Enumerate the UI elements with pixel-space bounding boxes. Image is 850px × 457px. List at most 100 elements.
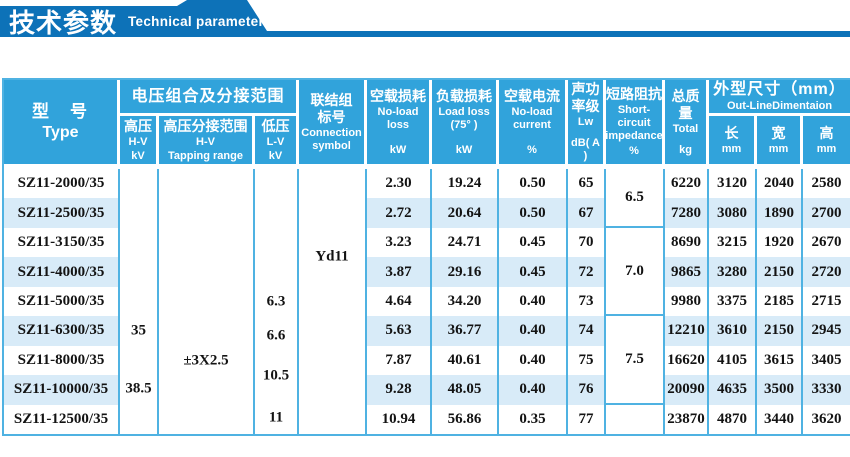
cell-sound-level: 67	[568, 198, 607, 228]
header-load-loss: 负载损耗 Load loss (75° ) kW	[432, 80, 500, 169]
cell-sound-level: 72	[568, 257, 607, 287]
header-total-mass: 总质量 Total kg	[665, 80, 710, 169]
banner-title-zh: 技术参数	[9, 8, 118, 38]
lv-voltage-column: 6.3 6.6 10.5 11	[255, 169, 300, 434]
cell-total-mass: 23870	[665, 404, 710, 434]
cell-width: 2185	[757, 286, 804, 317]
hv-value: 38.5	[125, 380, 152, 397]
technical-parameter-table: 型 号 Type 电压组合及分接范围 联结组 标号 Connection sym…	[2, 78, 850, 436]
cell-no-load-current: 0.35	[499, 404, 569, 434]
header-lv: 低压 L-V kV	[255, 116, 300, 169]
connection-symbol-value: Yd11	[315, 248, 349, 265]
cell-total-mass: 9865	[665, 257, 710, 287]
cell-no-load-loss: 3.87	[367, 257, 433, 287]
header-height: 高 mm	[803, 116, 850, 169]
cell-model: SZ11-12500/35	[4, 404, 120, 434]
cell-total-mass: 9980	[665, 286, 710, 317]
cell-impedance	[606, 404, 666, 434]
cell-height: 2945	[803, 316, 850, 346]
cell-height: 2670	[803, 227, 850, 258]
cell-sound-level: 73	[568, 286, 607, 317]
cell-total-mass: 8690	[665, 227, 710, 258]
cell-load-loss: 48.05	[432, 375, 500, 405]
cell-no-load-loss: 3.23	[367, 227, 433, 258]
cell-length: 4635	[709, 375, 758, 405]
cell-width: 2150	[757, 316, 804, 346]
header-voltage-group: 电压组合及分接范围	[120, 80, 300, 116]
cell-height: 2715	[803, 286, 850, 317]
cell-no-load-current: 0.40	[499, 316, 569, 346]
cell-load-loss: 56.86	[432, 404, 500, 434]
cell-height: 3405	[803, 345, 850, 376]
cell-length: 4870	[709, 404, 758, 434]
table-row: SZ11-6300/35 5.63 36.77 0.40 74 7.5 1221…	[4, 316, 850, 405]
cell-length: 4105	[709, 345, 758, 376]
cell-sound-level: 76	[568, 375, 607, 405]
cell-model: SZ11-3150/35	[4, 227, 120, 258]
cell-total-mass: 16620	[665, 345, 710, 376]
header-tapping-range: 高压分接范围 H-V Tapping range	[159, 116, 255, 169]
cell-no-load-loss: 2.30	[367, 169, 433, 199]
cell-height: 2580	[803, 169, 850, 199]
tapping-range-column: ±3X2.5	[159, 169, 255, 434]
cell-total-mass: 6220	[665, 169, 710, 199]
cell-no-load-current: 0.40	[499, 375, 569, 405]
header-width: 宽 mm	[757, 116, 804, 169]
header-sound-power-level: 声功率级 Lw dB( A )	[568, 80, 607, 169]
cell-impedance: 6.5	[606, 169, 666, 228]
table-row: SZ11-3150/35 3.23 24.71 0.45 70 7.0 8690…	[4, 227, 850, 317]
cell-length: 3280	[709, 257, 758, 287]
header-no-load-loss: 空载损耗 No-load loss kW	[367, 80, 433, 169]
cell-model: SZ11-8000/35	[4, 345, 120, 376]
cell-length: 3215	[709, 227, 758, 258]
cell-no-load-loss: 10.94	[367, 404, 433, 434]
cell-model: SZ11-6300/35	[4, 316, 120, 346]
cell-no-load-loss: 9.28	[367, 375, 433, 405]
cell-load-loss: 29.16	[432, 257, 500, 287]
cell-length: 3610	[709, 316, 758, 346]
cell-width: 2040	[757, 169, 804, 199]
header-short-circuit-impedance: 短路阻抗 Short-circuit impedance %	[605, 80, 666, 169]
cell-sound-level: 77	[568, 404, 607, 434]
banner: 技术参数 Technical parameter	[0, 0, 850, 38]
cell-load-loss: 34.20	[432, 286, 500, 317]
banner-title-en: Technical parameter	[128, 14, 265, 29]
table-row: SZ11-2000/35 35 38.5 ±3X2.5 6.3 6.6 10.5…	[4, 169, 850, 434]
cell-load-loss: 20.64	[432, 198, 500, 228]
cell-no-load-loss: 7.87	[367, 345, 433, 376]
cell-width: 3615	[757, 345, 804, 376]
cell-load-loss: 36.77	[432, 316, 500, 346]
cell-load-loss: 24.71	[432, 227, 500, 258]
cell-total-mass: 7280	[665, 198, 710, 228]
cell-model: SZ11-2500/35	[4, 198, 120, 228]
cell-height: 2720	[803, 257, 850, 287]
connection-symbol-column: Yd11	[299, 169, 368, 434]
cell-width: 1920	[757, 227, 804, 258]
cell-total-mass: 20090	[665, 375, 710, 405]
cell-width: 1890	[757, 198, 804, 228]
table-row: SZ11-5000/35 4.64 34.20 0.40 73 9980 337…	[4, 286, 850, 317]
cell-model: SZ11-10000/35	[4, 375, 120, 405]
lv-value: 6.3	[266, 293, 286, 310]
table-row: SZ11-4000/35 3.87 29.16 0.45 72 9865 328…	[4, 257, 850, 287]
hv-voltage-column: 35 38.5	[120, 169, 159, 434]
cell-impedance: 7.5	[606, 316, 666, 405]
cell-no-load-loss: 5.63	[367, 316, 433, 346]
table-row: SZ11-2500/35 2.72 20.64 0.50 67 7280 308…	[4, 198, 850, 228]
cell-width: 2150	[757, 257, 804, 287]
cell-height: 2700	[803, 198, 850, 228]
lv-value: 6.6	[266, 327, 286, 344]
cell-model: SZ11-2000/35	[4, 169, 120, 199]
cell-model: SZ11-4000/35	[4, 257, 120, 287]
cell-model: SZ11-5000/35	[4, 286, 120, 317]
cell-total-mass: 12210	[665, 316, 710, 346]
table-row: SZ11-8000/35 7.87 40.61 0.40 75 16620 41…	[4, 345, 850, 376]
cell-no-load-loss: 2.72	[367, 198, 433, 228]
header-type: 型 号 Type	[4, 80, 120, 169]
cell-width: 3500	[757, 375, 804, 405]
header-no-load-current: 空载电流 No-load current %	[499, 80, 569, 169]
cell-no-load-current: 0.50	[499, 198, 569, 228]
cell-length: 3120	[709, 169, 758, 199]
cell-load-loss: 19.24	[432, 169, 500, 199]
cell-sound-level: 65	[568, 169, 607, 199]
